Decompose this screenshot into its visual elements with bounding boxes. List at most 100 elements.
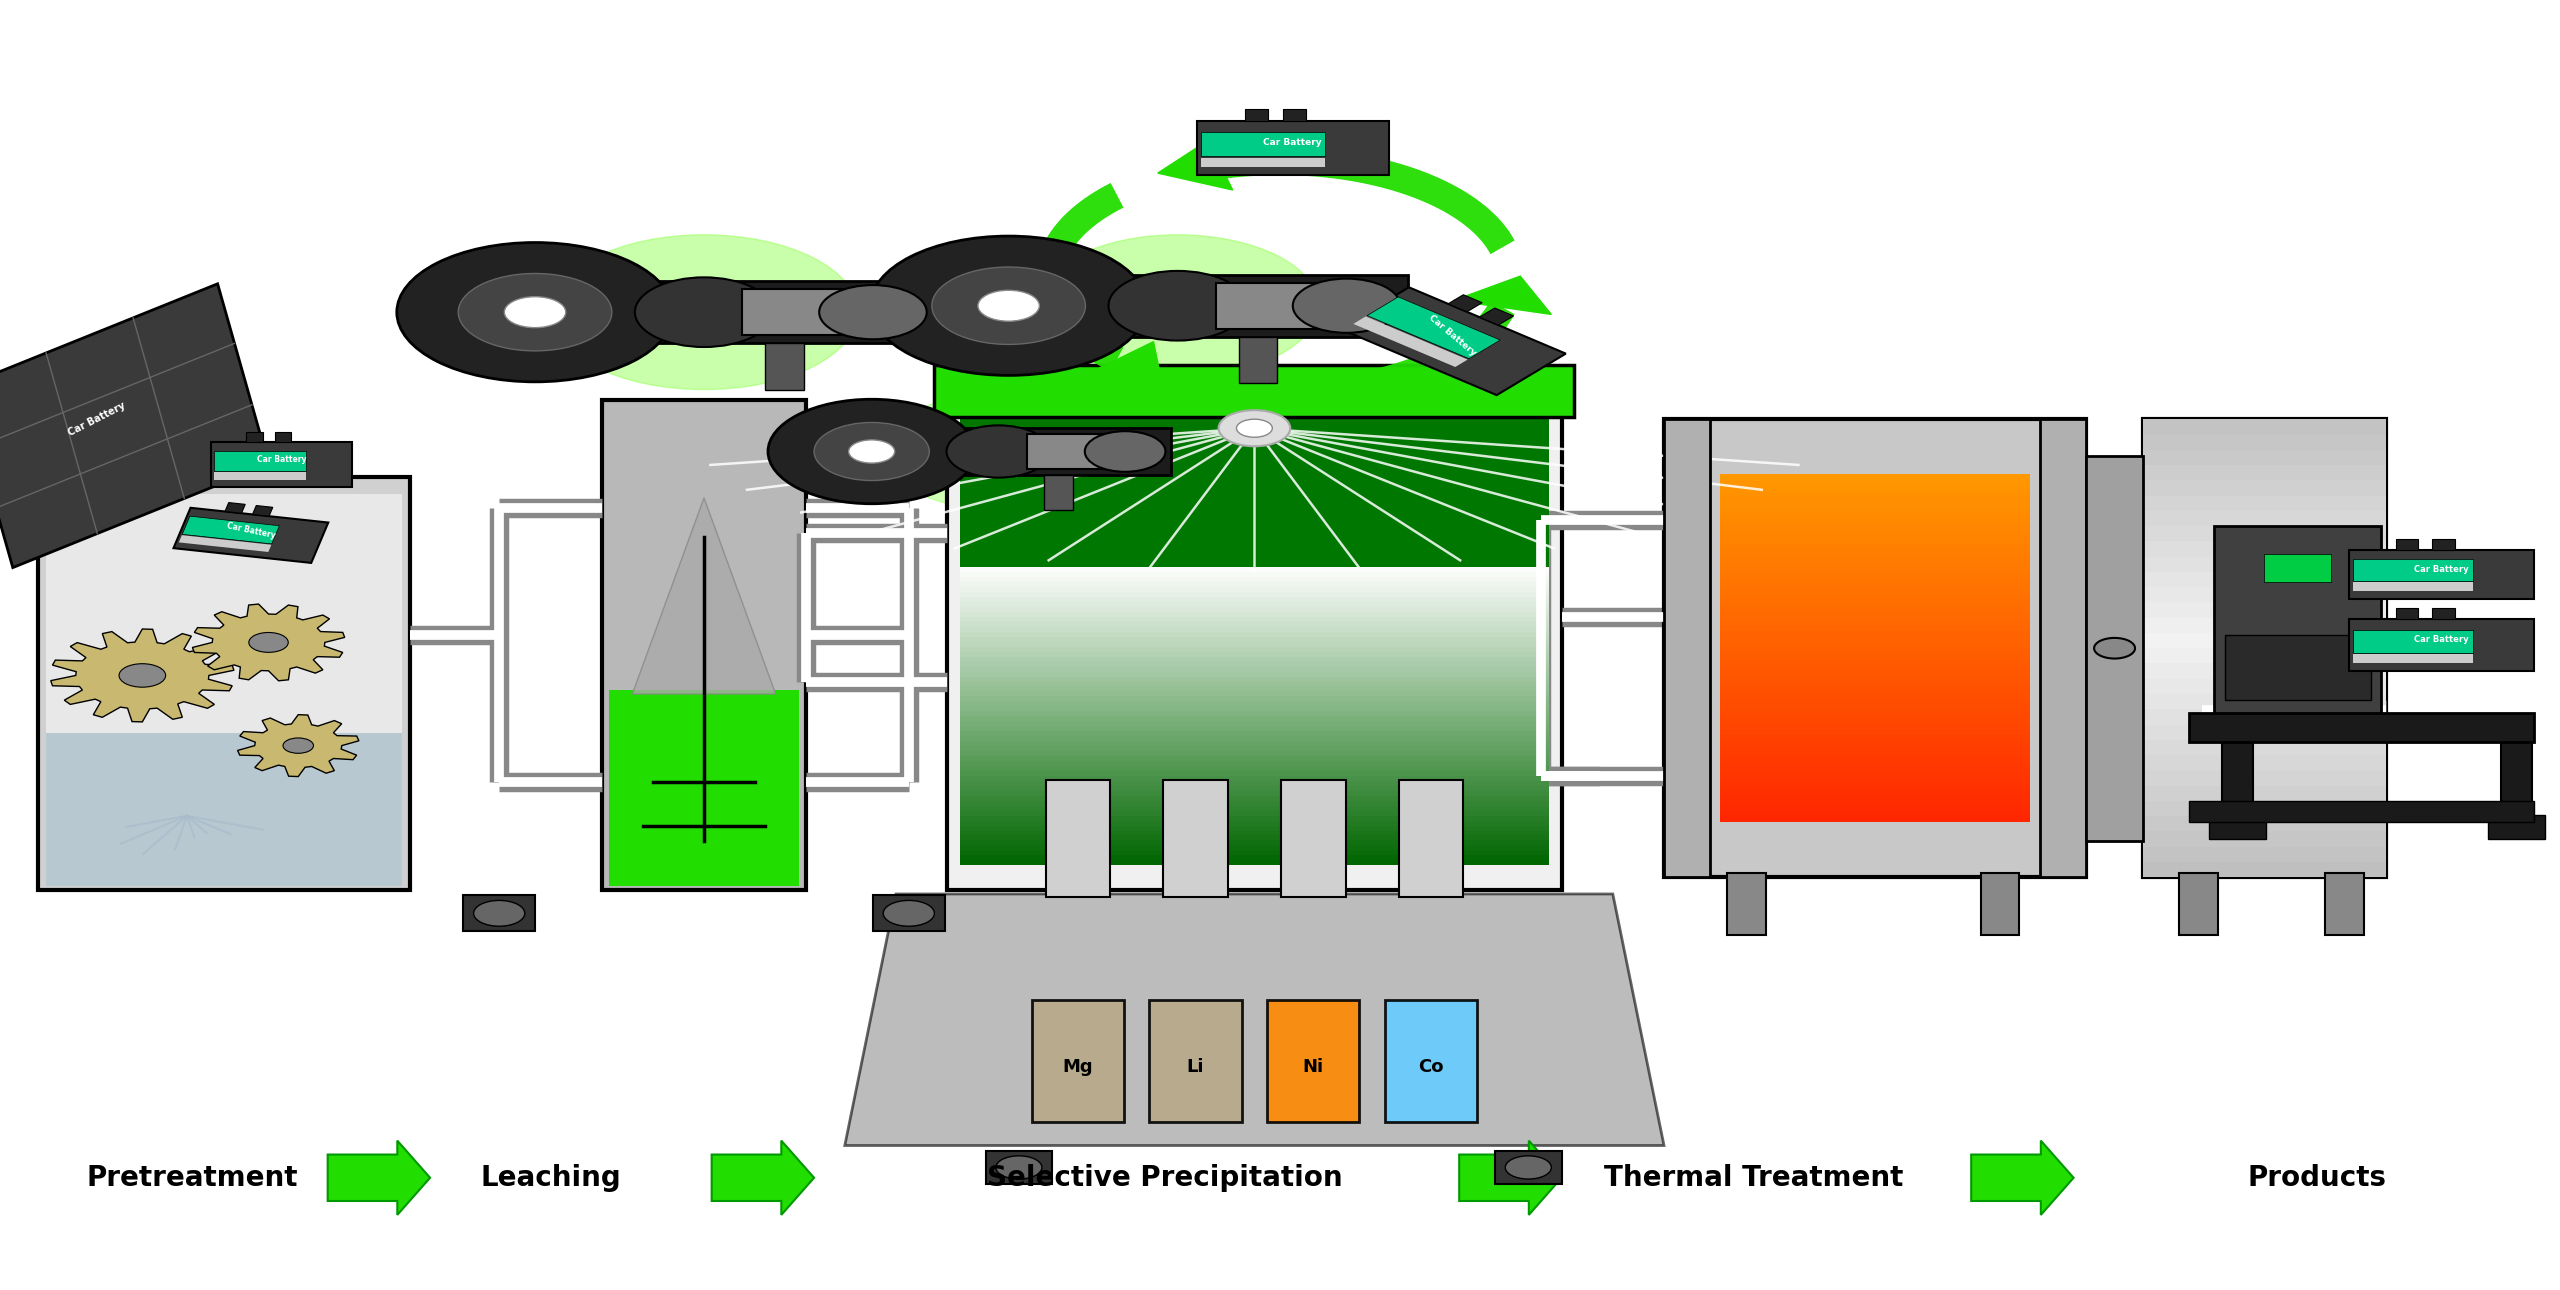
- Bar: [960, 676, 1549, 681]
- Bar: [215, 472, 305, 480]
- Bar: [742, 289, 896, 335]
- Bar: [2143, 862, 2386, 877]
- Bar: [1720, 602, 2030, 608]
- Bar: [1720, 631, 2030, 637]
- Bar: [960, 721, 1549, 726]
- Bar: [2432, 539, 2455, 550]
- Bar: [960, 602, 1549, 608]
- Bar: [960, 766, 1549, 771]
- Bar: [960, 820, 1549, 826]
- Bar: [1720, 694, 2030, 700]
- Bar: [1720, 810, 2030, 817]
- Bar: [182, 516, 279, 544]
- Bar: [960, 796, 1549, 801]
- Bar: [934, 365, 1574, 417]
- Circle shape: [814, 423, 929, 481]
- Bar: [960, 662, 1549, 667]
- Text: Car Battery: Car Battery: [67, 400, 128, 439]
- Bar: [1267, 1000, 1359, 1122]
- Bar: [225, 503, 246, 513]
- Bar: [1720, 666, 2030, 671]
- Bar: [2189, 713, 2534, 742]
- Circle shape: [768, 400, 975, 504]
- Bar: [2432, 608, 2455, 619]
- Bar: [1981, 873, 2020, 935]
- Bar: [2353, 630, 2473, 653]
- Bar: [1720, 787, 2030, 793]
- Bar: [2143, 786, 2386, 801]
- Bar: [2353, 560, 2473, 582]
- Bar: [38, 477, 410, 890]
- Bar: [1720, 475, 2030, 480]
- Bar: [1664, 419, 1710, 877]
- Bar: [1720, 759, 2030, 764]
- Circle shape: [120, 663, 166, 688]
- Bar: [46, 729, 402, 886]
- Circle shape: [1108, 271, 1247, 341]
- Bar: [947, 393, 1562, 890]
- Bar: [1720, 654, 2030, 659]
- Bar: [1720, 579, 2030, 584]
- Bar: [960, 845, 1549, 850]
- Bar: [602, 400, 806, 890]
- Bar: [960, 841, 1549, 845]
- Bar: [960, 731, 1549, 737]
- Bar: [1720, 538, 2030, 544]
- Bar: [2143, 801, 2386, 817]
- Bar: [1728, 873, 1766, 935]
- Circle shape: [474, 900, 525, 926]
- Bar: [1449, 294, 1482, 312]
- Circle shape: [635, 277, 773, 347]
- Bar: [960, 850, 1549, 855]
- FancyArrow shape: [712, 1140, 814, 1215]
- Bar: [1720, 614, 2030, 619]
- Bar: [960, 716, 1549, 721]
- Circle shape: [932, 267, 1085, 344]
- Bar: [1720, 822, 2030, 868]
- Bar: [2189, 801, 2534, 822]
- Bar: [1720, 491, 2030, 498]
- Bar: [274, 432, 292, 441]
- Bar: [1480, 308, 1513, 325]
- Text: Car Battery: Car Battery: [225, 521, 276, 541]
- Text: Car Battery: Car Battery: [2414, 636, 2468, 644]
- Bar: [2209, 815, 2266, 838]
- Bar: [960, 746, 1549, 751]
- Bar: [1720, 706, 2030, 712]
- Bar: [1720, 782, 2030, 787]
- Circle shape: [1219, 410, 1290, 446]
- Bar: [960, 831, 1549, 836]
- Bar: [2143, 587, 2386, 602]
- Circle shape: [248, 632, 289, 653]
- Bar: [1720, 671, 2030, 677]
- Bar: [960, 756, 1549, 761]
- Bar: [179, 535, 271, 552]
- Bar: [960, 707, 1549, 711]
- Bar: [960, 651, 1549, 657]
- Text: Leaching: Leaching: [481, 1164, 620, 1192]
- Bar: [2222, 742, 2253, 819]
- Bar: [2143, 526, 2386, 542]
- Bar: [2143, 495, 2386, 511]
- Circle shape: [819, 285, 927, 339]
- Bar: [1162, 780, 1229, 897]
- Text: Pretreatment: Pretreatment: [87, 1164, 297, 1192]
- Bar: [246, 432, 264, 441]
- Bar: [2143, 602, 2386, 618]
- Bar: [960, 726, 1549, 731]
- Bar: [1354, 316, 1467, 368]
- Bar: [2143, 464, 2386, 480]
- Bar: [1720, 480, 2030, 486]
- Bar: [960, 737, 1549, 740]
- Bar: [960, 568, 1549, 573]
- Circle shape: [458, 273, 612, 351]
- Bar: [2501, 742, 2532, 819]
- Circle shape: [978, 290, 1039, 321]
- Bar: [960, 836, 1549, 841]
- Bar: [2488, 815, 2545, 838]
- Circle shape: [397, 243, 673, 382]
- Bar: [1283, 110, 1306, 121]
- Bar: [960, 592, 1549, 597]
- Bar: [2353, 654, 2473, 663]
- Bar: [1280, 780, 1347, 897]
